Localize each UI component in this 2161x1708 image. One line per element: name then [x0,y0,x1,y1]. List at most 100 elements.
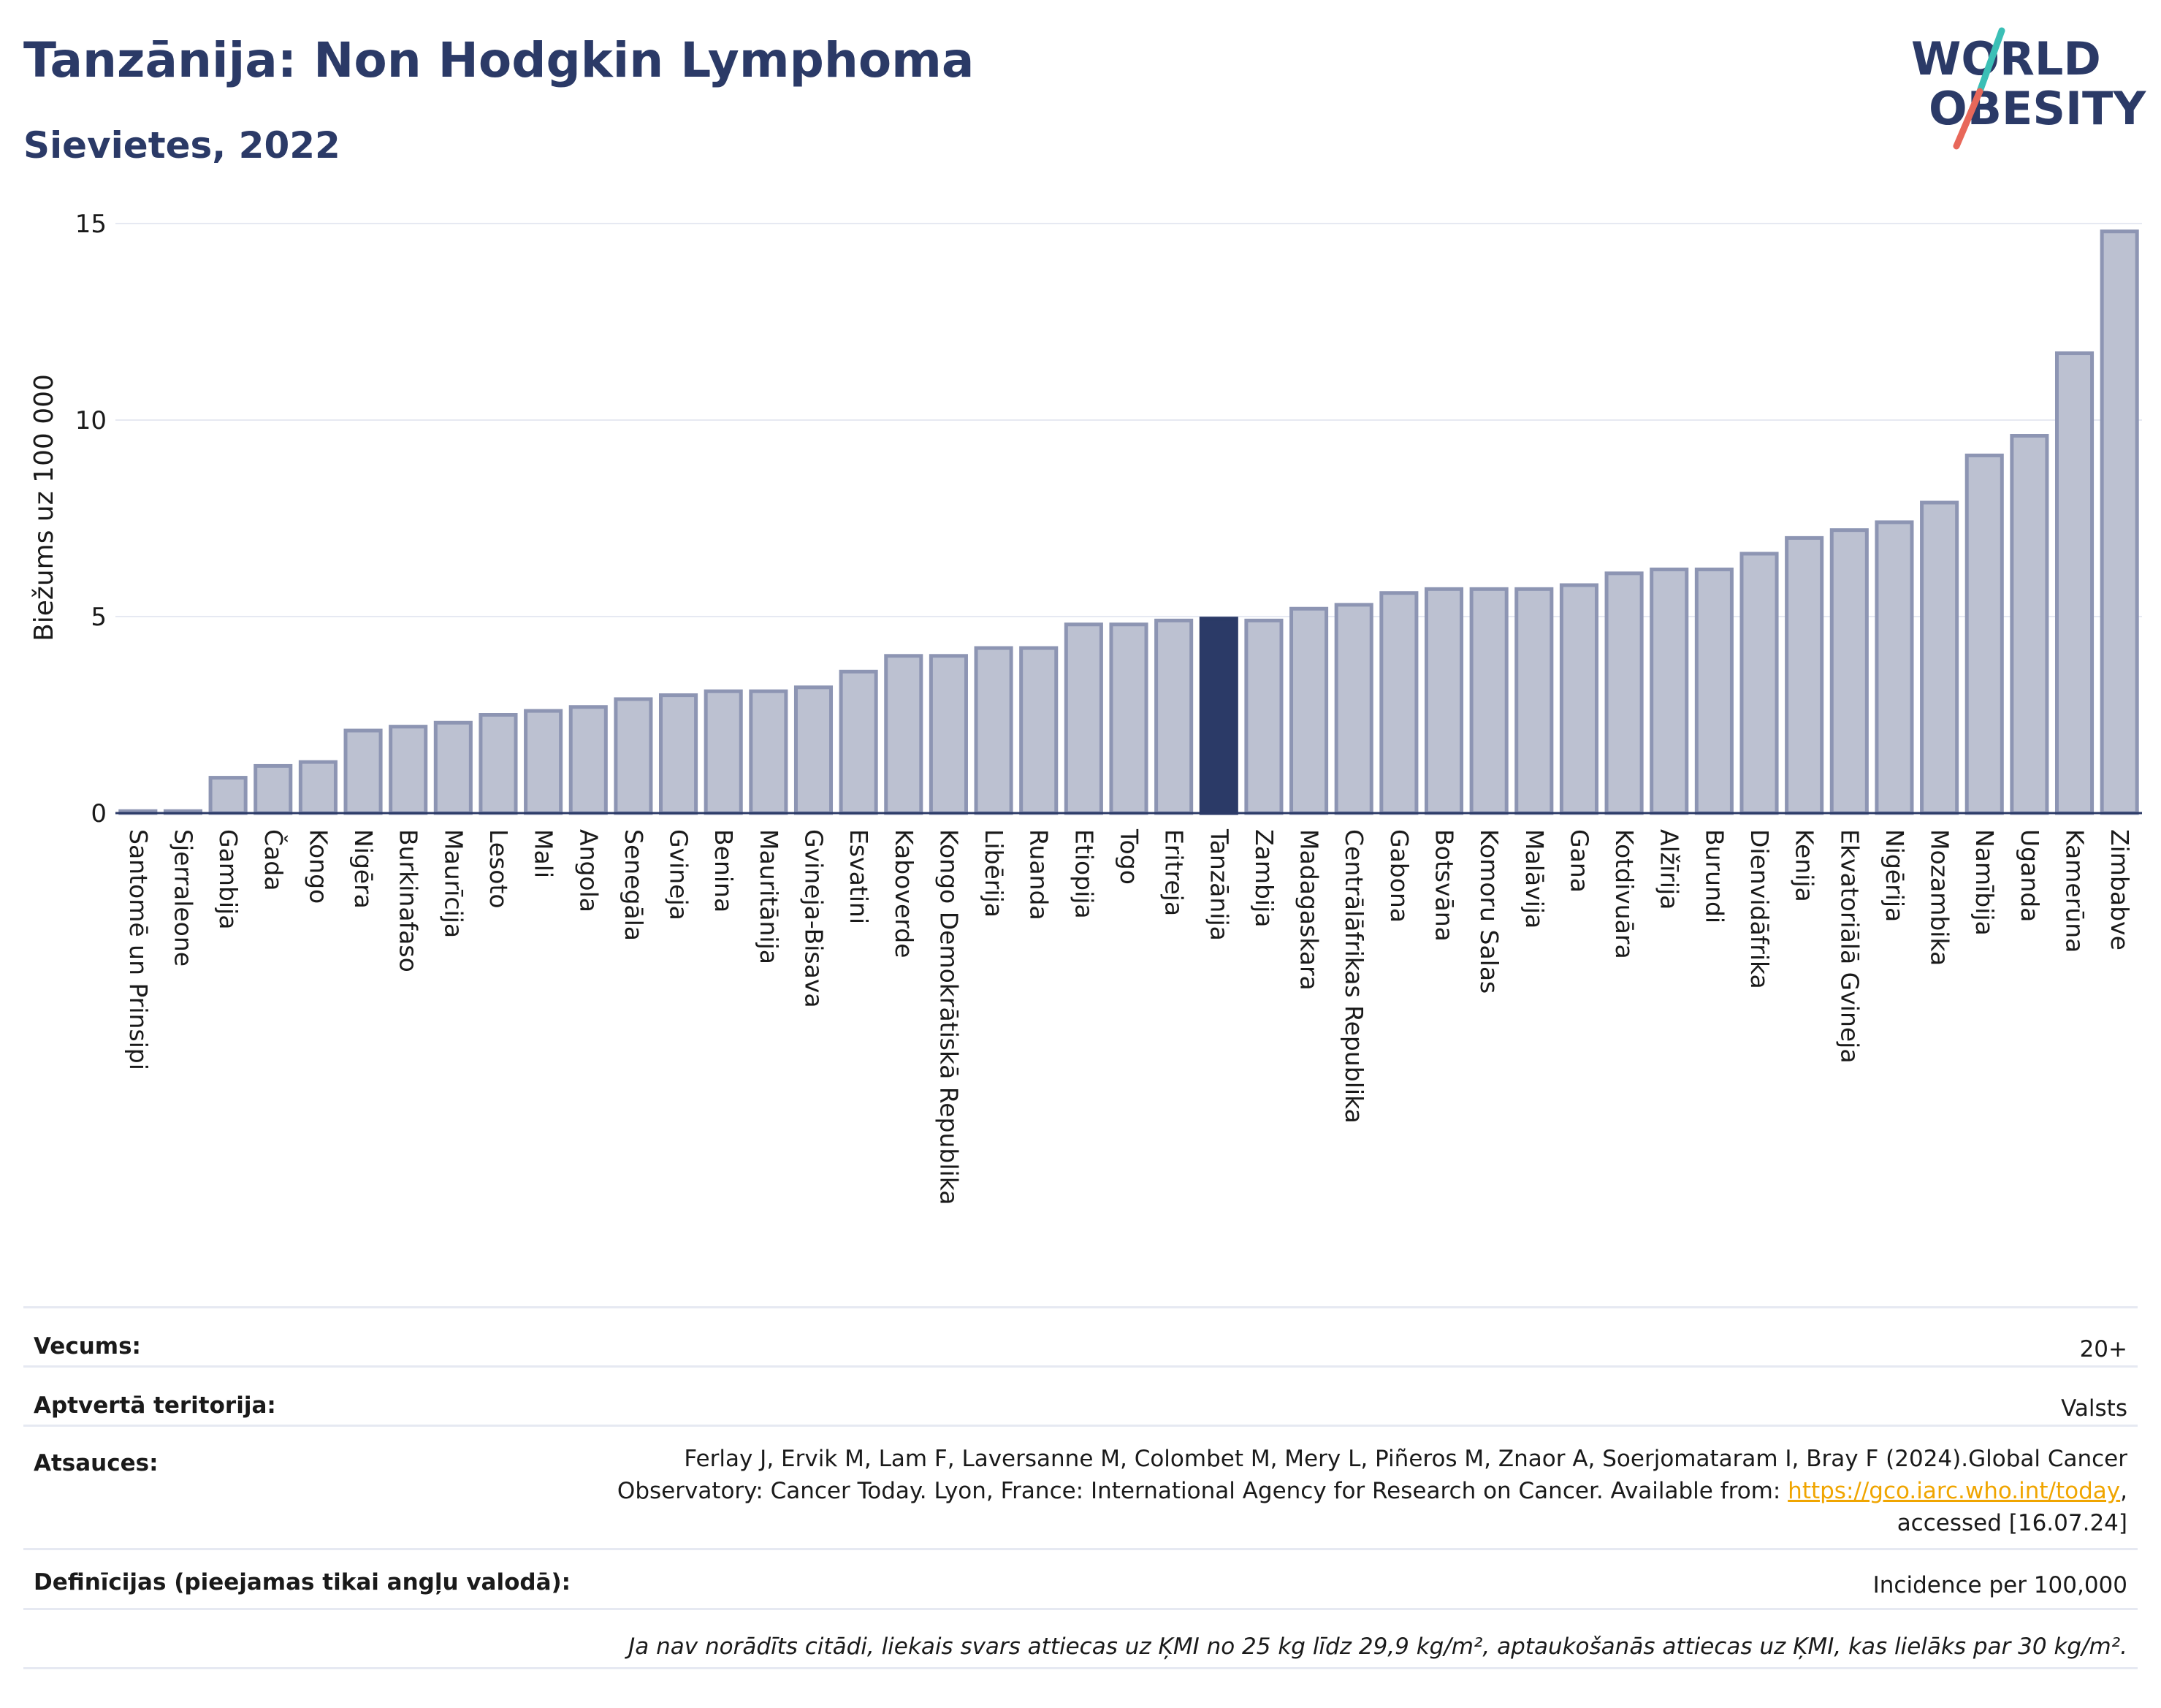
bar-chart: 0 5 10 15 Santomē un Prinsipi Sjerraleone Gam… [29,210,2142,1205]
x-tick-label: Centrālāfrikas Republika [1340,829,1368,1124]
x-tick-label: Gambija [214,829,243,929]
world-obesity-logo: WORLD OBESITY [1911,27,2146,150]
x-tick-label: Santomē un Prinsipi [124,829,153,1070]
x-tick-label: Eritreja [1160,829,1189,916]
y-tick-label: 10 [75,406,107,435]
bar [1109,622,1148,815]
y-axis-ticks: 0 5 10 15 [75,210,107,828]
bar [884,654,923,815]
info-row-definitions: Definīcijas (pieejamas tikai angļu valod… [23,1548,2138,1608]
bar [389,725,428,815]
x-tick-label: Uganda [2016,829,2044,922]
x-tick-label: Benina [709,829,738,912]
x-tick-label: Esvatini [845,829,873,924]
bar [1019,646,1059,815]
x-tick-label: Kaboverde [890,829,918,958]
x-tick-label: Kotdivuāra [1610,829,1639,959]
bar [1154,618,1194,815]
bar [1424,587,1464,815]
age-value: 20+ [2079,1336,2127,1362]
x-tick-label: Burkinafaso [395,829,423,972]
age-label: Vecums: [34,1333,141,1360]
x-tick-label: Senegāla [620,829,648,941]
bar [1964,453,2004,815]
bar [974,646,1013,815]
x-tick-label: Ruanda [1025,829,1053,920]
bar [1604,571,1644,815]
x-tick-label: Gabona [1385,829,1414,923]
bar [479,713,518,815]
bar [1875,520,1914,815]
bars [118,229,2139,815]
x-tick-label: Kamerūna [2061,829,2089,953]
references-line-2: Observatory: Cancer Today. Lyon, France:… [617,1478,1788,1504]
bar [1650,567,1689,815]
bar-highlighted [1199,617,1238,815]
bar [1920,500,1959,815]
chart-subtitle: Sievietes, 2022 [23,124,340,167]
bar [1379,591,1419,815]
x-tick-label: Etiopija [1070,829,1098,919]
x-tick-label: Komoru Salas [1475,829,1503,994]
bar [2010,434,2049,815]
x-tick-label: Namībija [1970,829,1999,936]
x-tick-label: Dienvidāfrika [1745,829,1774,989]
y-tick-label: 0 [91,799,107,828]
x-tick-label: Malāvija [1520,829,1549,929]
x-tick-label: Mauritānija [755,829,783,964]
bar [208,776,248,815]
x-tick-label: Nigēra [349,829,378,909]
info-table: Vecums: 20+ Aptvertā teritorija: Valsts … [23,1306,2138,1669]
x-tick-label: Zimbabve [2105,829,2134,950]
bar [1785,535,1824,815]
bar [1739,552,1779,815]
bar [929,654,968,815]
info-row-references: Atsauces: Ferlay J, Ervik M, Lam F, Lave… [23,1425,2138,1548]
logo-slash-bottom [1953,88,1983,150]
bar [749,689,788,815]
chart-title: Tanzānija: Non Hodgkin Lymphoma [23,32,975,88]
bar [524,709,563,815]
bar [1244,618,1284,815]
bar [1334,603,1373,815]
x-tick-label: Ekvatoriālā Gvineja [1835,829,1864,1064]
bar [614,697,653,815]
x-tick-label: Libērija [980,829,1008,918]
bar [2100,229,2139,815]
bar [1694,567,1734,815]
definitions-value: Incidence per 100,000 [1872,1572,2127,1598]
bar [1829,528,1869,815]
x-tick-label: Kenija [1791,829,1819,902]
y-axis-label: Biežums uz 100 000 [29,374,59,641]
info-row-age: Vecums: 20+ [23,1306,2138,1365]
x-tick-label: Gana [1565,829,1593,893]
bar [1514,587,1554,815]
x-tick-label: Kongo Demokrātiskā Republika [934,829,963,1205]
y-tick-label: 5 [91,603,107,632]
references-label: Atsauces: [34,1450,159,1476]
bar [1559,583,1598,815]
x-tick-label: Zambija [1250,829,1278,927]
x-tick-label: Lesoto [484,829,513,909]
x-axis-labels: Santomē un Prinsipi Sjerraleone Gambija Čad… [124,828,2134,1205]
x-tick-label: Angola [574,829,603,912]
x-tick-label: Gvineja-Bisava [799,829,828,1008]
x-tick-label: Tanzānija [1205,828,1233,941]
bar [1064,622,1103,815]
bar [433,720,473,815]
x-tick-label: Madagaskara [1295,829,1324,991]
bar [1289,606,1329,815]
bar [704,689,743,815]
bar [1469,587,1509,815]
definitions-label: Definīcijas (pieejamas tikai angļu valod… [34,1569,571,1595]
x-tick-label: Nigērija [1880,829,1909,922]
x-tick-label: Burundi [1700,829,1729,923]
x-tick-label: Botsvāna [1430,829,1459,942]
bar [568,705,608,815]
x-tick-label: Mozambika [1926,829,1954,966]
references-link[interactable]: https://gco.iarc.who.int/today [1788,1478,2121,1504]
references-line-1: Ferlay J, Ervik M, Lam F, Laversanne M, … [684,1446,2127,1472]
references-line-2-end: , [2120,1478,2127,1504]
x-tick-label: Togo [1115,828,1143,885]
territory-value: Valsts [2061,1395,2127,1422]
